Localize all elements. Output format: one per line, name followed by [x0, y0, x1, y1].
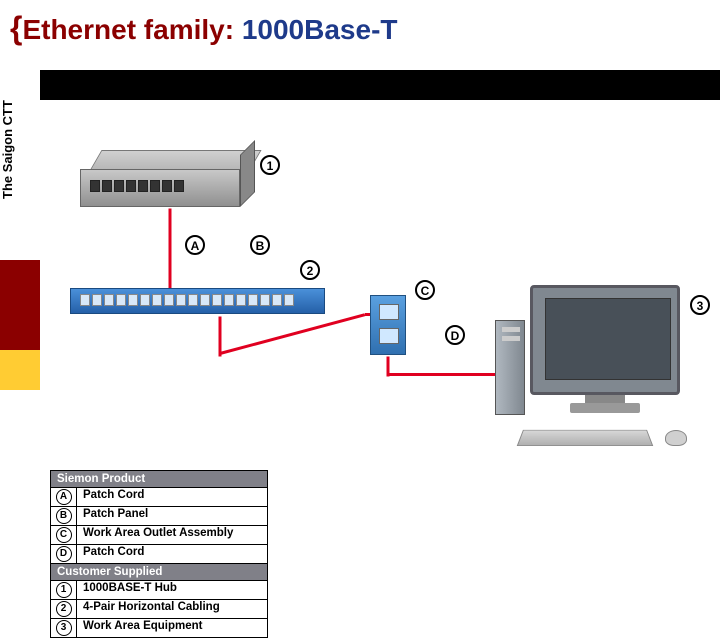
- legend-header-1: Siemon Product: [51, 471, 267, 488]
- wall-outlet: [370, 295, 406, 355]
- callout-b: B: [250, 235, 270, 255]
- table-row: B Patch Panel: [51, 507, 267, 526]
- table-row: D Patch Cord: [51, 545, 267, 564]
- page-title: {Ethernet family: 1000Base-T: [10, 10, 398, 47]
- patch-panel: [70, 280, 330, 320]
- pc-keyboard: [517, 430, 654, 446]
- table-row: C Work Area Outlet Assembly: [51, 526, 267, 545]
- title-part2: 1000Base-T: [242, 14, 398, 45]
- title-brace-icon: {: [10, 10, 22, 46]
- network-diagram: 1 A B 2 C D 3 Siemon Product A: [50, 100, 710, 530]
- callout-c: C: [415, 280, 435, 300]
- pc-tower: [495, 320, 525, 415]
- callout-2: 2: [300, 260, 320, 280]
- pc-monitor: [530, 285, 680, 415]
- table-row: 3 Work Area Equipment: [51, 619, 267, 637]
- sidebar-yellow-block: [0, 350, 40, 390]
- table-row: A Patch Cord: [51, 488, 267, 507]
- sidebar-red-block: [0, 260, 40, 350]
- legend-header-2: Customer Supplied: [51, 564, 267, 581]
- table-row: 2 4-Pair Horizontal Cabling: [51, 600, 267, 619]
- sidebar-brand-text: The Saigon CTT: [0, 80, 20, 220]
- sidebar: The Saigon CTT: [0, 0, 40, 540]
- callout-3: 3: [690, 295, 710, 315]
- pc-mouse: [665, 430, 687, 446]
- title-part1: Ethernet family:: [22, 14, 241, 45]
- callout-d: D: [445, 325, 465, 345]
- table-row: 1 1000BASE-T Hub: [51, 581, 267, 600]
- callout-1: 1: [260, 155, 280, 175]
- hub-device: [80, 150, 250, 208]
- title-underline-bar: [40, 70, 720, 100]
- legend-table: Siemon Product A Patch Cord B Patch Pane…: [50, 470, 268, 638]
- callout-a: A: [185, 235, 205, 255]
- cable-d-h: [388, 373, 498, 376]
